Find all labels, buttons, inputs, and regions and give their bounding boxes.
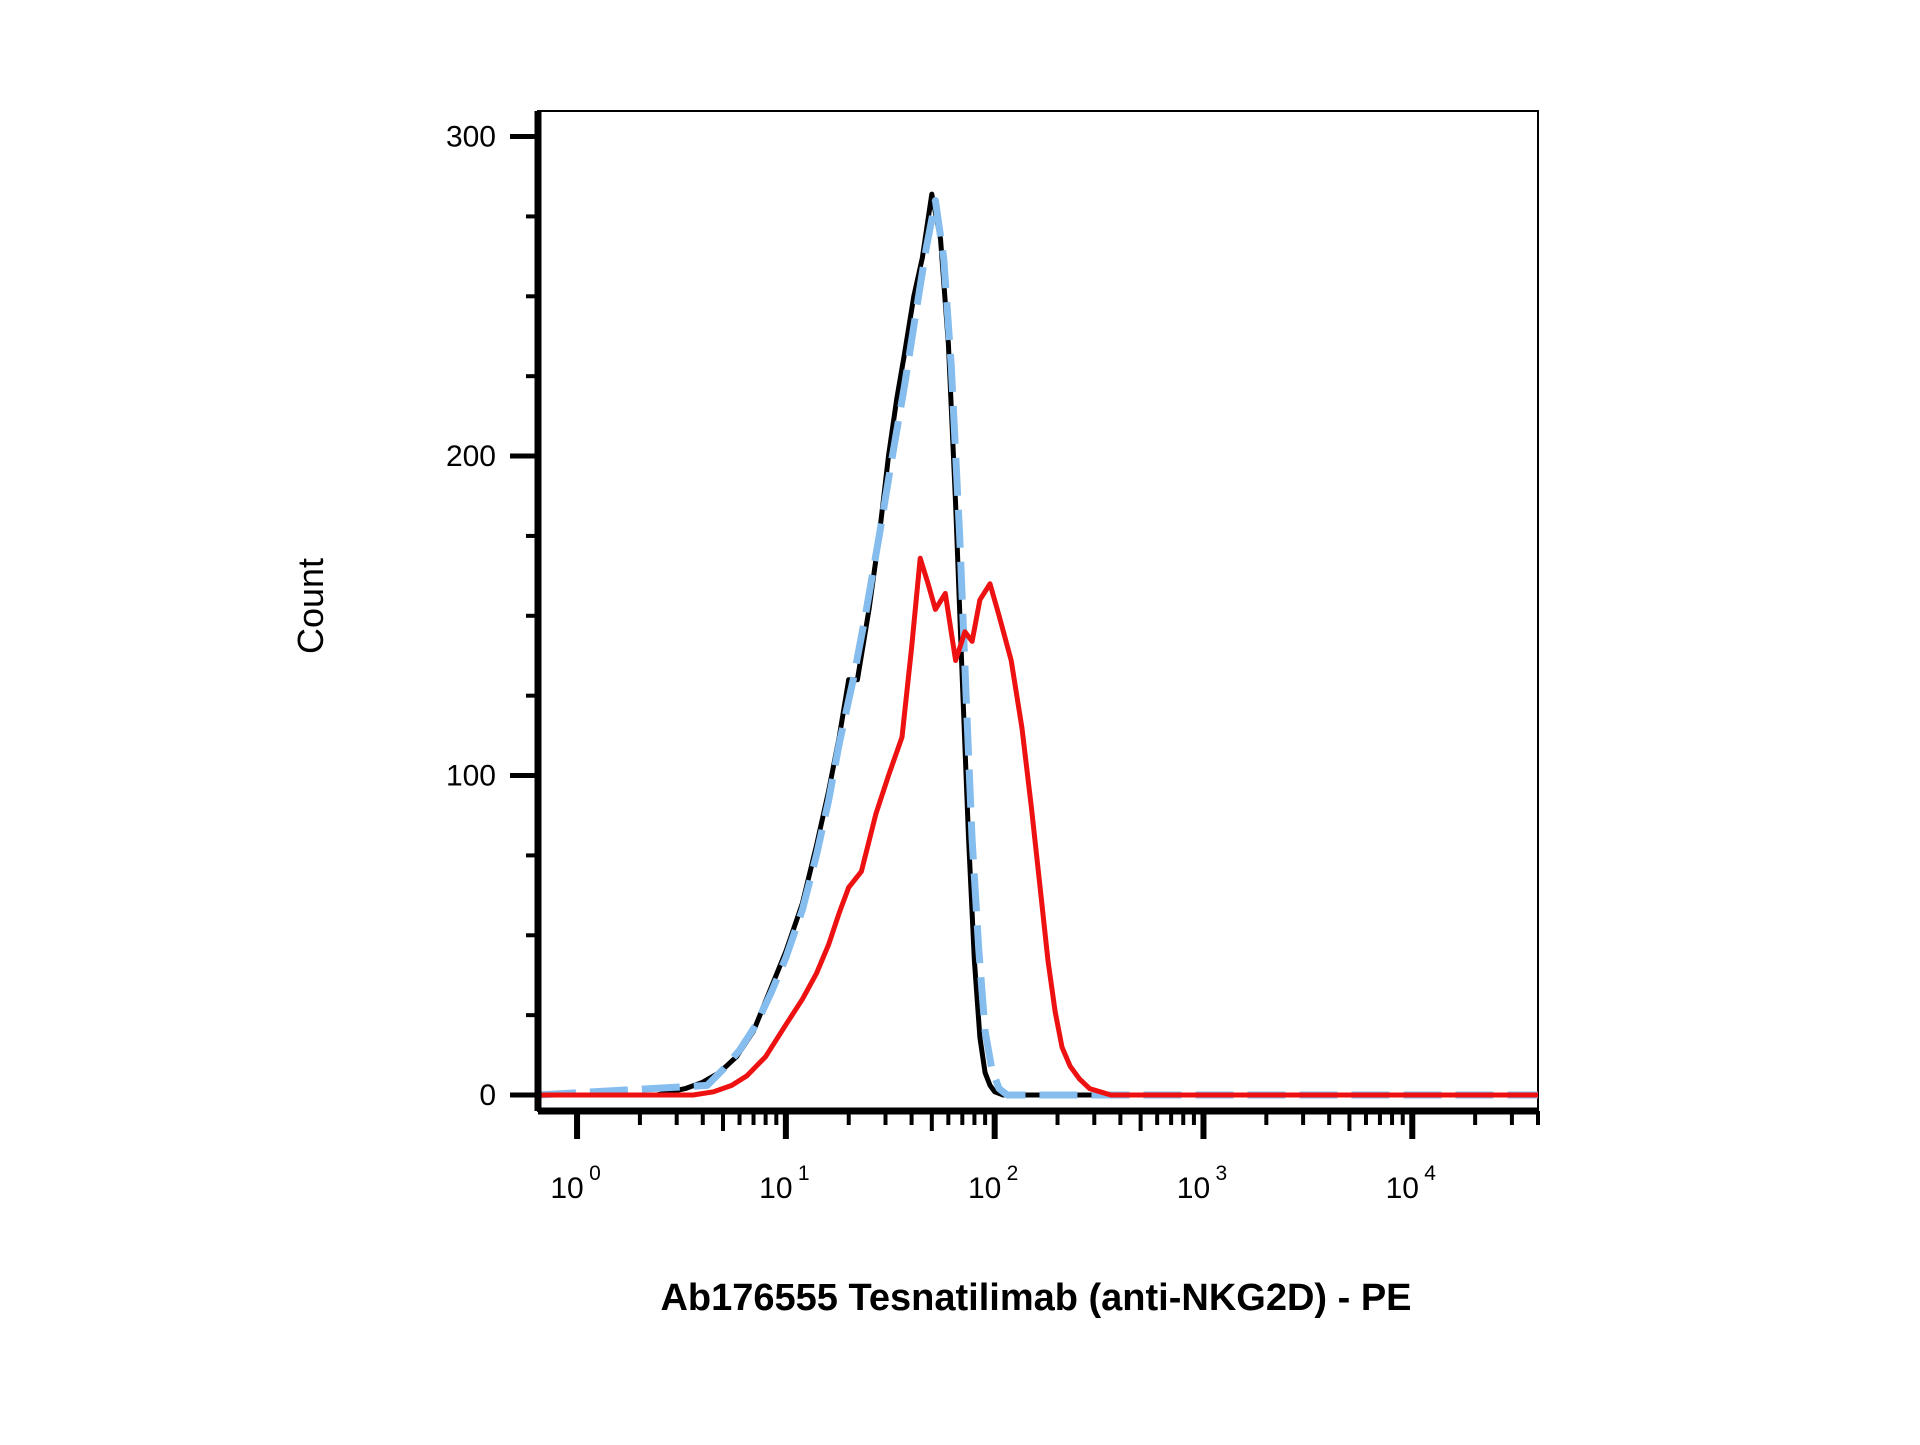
series-line-0 [538,191,1538,1098]
x-tick-label: 10 [1177,1172,1210,1205]
y-tick-label: 300 [446,121,496,154]
series-line-1 [537,197,1538,1099]
x-tick-label: 10 [759,1172,792,1205]
plot-frame [537,110,1539,1112]
series-layer [537,191,1538,1099]
x-tick-exponent: 1 [798,1162,810,1185]
x-axis-ticks: 10 0 10 1 10 2 10 3 10 4 [550,1111,1540,1205]
x-tick-exponent: 2 [1007,1162,1019,1185]
y-axis-ticks: 0 100 200 300 [446,121,538,1112]
y-tick-label: 100 [446,760,496,793]
x-tick-exponent: 3 [1215,1162,1227,1185]
x-tick-label: 10 [968,1172,1001,1205]
x-tick-exponent: 0 [589,1162,601,1185]
x-axis-title: Ab176555 Tesnatilimab (anti-NKG2D) - PE [660,1277,1411,1319]
series-line-2 [538,555,1538,1098]
y-tick-label: 0 [479,1079,496,1112]
y-tick-label: 200 [446,440,496,473]
x-tick-label: 10 [1386,1172,1419,1205]
x-tick-label: 10 [550,1172,583,1205]
y-axis-title: Count [290,558,331,654]
x-tick-exponent: 4 [1424,1162,1436,1185]
